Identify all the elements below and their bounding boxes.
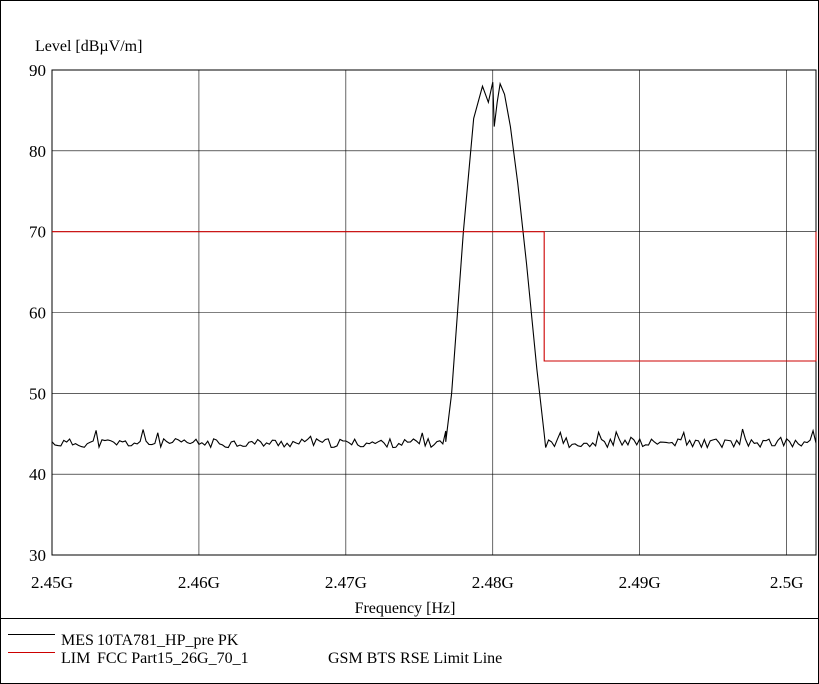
legend-name-lim: FCC Part15_26G_70_1 [97, 650, 249, 667]
y-tick-label: 90 [29, 61, 46, 80]
y-tick-label: 60 [29, 304, 46, 323]
legend-name-mes: 10TA781_HP_pre PK [97, 632, 239, 649]
x-tick-label: 2.48G [472, 573, 514, 592]
legend-abbr-mes: MES [61, 632, 94, 649]
grid-lines [52, 70, 816, 555]
y-tick-label: 50 [29, 384, 46, 403]
legend-swatch-lim [8, 652, 55, 653]
x-tick-label: 2.46G [178, 573, 220, 592]
legend-divider [0, 618, 819, 619]
y-tick-label: 70 [29, 223, 46, 242]
series-line-mes [51, 81, 817, 450]
series-line-lim [52, 231, 817, 362]
x-tick-label: 2.5G [770, 573, 804, 592]
x-tick-label: 2.49G [619, 573, 661, 592]
plot-svg: 30 40 50 60 70 80 90 2.45G 2.46G 2.47G 2.48G 2.49G… [29, 61, 817, 617]
x-axis-label: Frequency [Hz] [355, 600, 456, 617]
y-tick-label: 80 [29, 142, 46, 161]
legend-desc-lim: GSM BTS RSE Limit Line [328, 650, 503, 667]
y-axis-label: Level [dBµV/m] [35, 38, 143, 55]
x-tick-label: 2.45G [31, 573, 73, 592]
series-layer [51, 81, 817, 450]
x-tick-labels: 2.45G 2.46G 2.47G 2.48G 2.49G 2.5G [31, 573, 803, 592]
legend-swatch-mes [8, 634, 55, 635]
legend-abbr-lim: LIM [61, 650, 91, 667]
y-tick-labels: 30 40 50 60 70 80 90 [29, 61, 46, 565]
y-tick-label: 30 [29, 546, 46, 565]
x-tick-label: 2.47G [325, 573, 367, 592]
y-tick-label: 40 [29, 465, 46, 484]
